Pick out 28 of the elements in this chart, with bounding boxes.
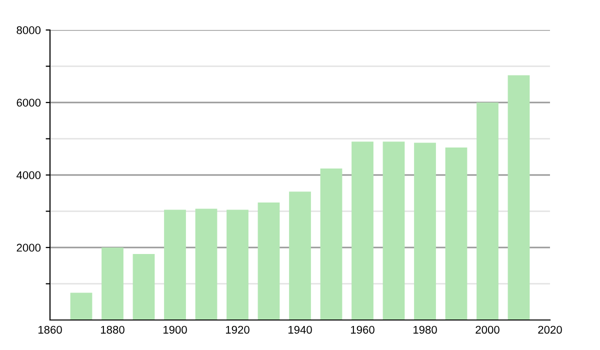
bar [476,102,498,320]
bar [289,192,311,320]
bar [102,248,124,320]
x-tick-label: 1880 [100,326,124,334]
y-tick-label: 6000 [16,98,41,107]
x-tick-label: 1860 [38,326,62,334]
bar [70,292,92,320]
bar [508,75,530,320]
bar [258,202,280,320]
y-tick-label: 4000 [16,171,41,180]
x-tick-label: 2000 [476,326,500,334]
x-tick-label: 1960 [350,326,374,334]
bar [445,147,468,320]
bar [195,208,218,320]
x-tick-label: 1940 [288,326,312,334]
bar [132,254,155,320]
x-tick-label: 1920 [226,326,250,334]
bar [382,142,405,320]
bar [226,210,248,320]
bar [164,210,186,320]
bar [320,168,342,320]
x-tick-label: 1900 [163,326,187,334]
bar [352,142,374,320]
x-tick-label: 2020 [538,326,562,334]
x-tick-label: 1980 [413,326,437,334]
bar [414,142,436,320]
y-tick-label: 8000 [16,26,41,34]
y-tick-label: 2000 [16,244,41,252]
